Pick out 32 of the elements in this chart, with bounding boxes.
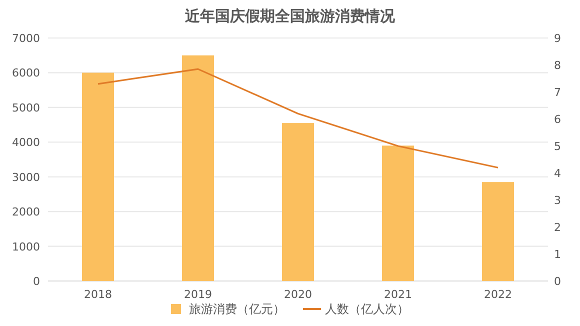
y2-tick-label: 2 bbox=[554, 221, 561, 234]
y-tick-label: 4000 bbox=[12, 136, 40, 150]
y-tick-label: 2000 bbox=[12, 206, 40, 219]
y-tick-label: 0 bbox=[33, 275, 40, 288]
bar bbox=[482, 182, 514, 281]
y-tick-label: 6000 bbox=[12, 66, 40, 80]
bar bbox=[182, 55, 214, 281]
x-tick-label: 2022 bbox=[484, 288, 512, 301]
y2-tick-label: 9 bbox=[554, 32, 561, 45]
y2-tick-label: 8 bbox=[554, 59, 561, 72]
y-tick-label: 7000 bbox=[12, 32, 40, 45]
legend-label: 旅游消费（亿元） bbox=[189, 302, 285, 316]
bar bbox=[382, 146, 414, 281]
bar bbox=[82, 72, 114, 281]
x-tick-label: 2020 bbox=[284, 288, 312, 301]
y2-tick-label: 4 bbox=[554, 167, 561, 180]
y-tick-label: 5000 bbox=[12, 101, 40, 114]
chart-title: 近年国庆假期全国旅游消费情况 bbox=[184, 7, 396, 25]
y2-tick-label: 5 bbox=[554, 140, 561, 153]
y-tick-label: 3000 bbox=[12, 170, 40, 184]
y2-tick-label: 0 bbox=[554, 275, 561, 288]
x-tick-label: 2018 bbox=[84, 288, 112, 301]
y2-tick-label: 6 bbox=[554, 113, 561, 126]
x-tick-label: 2019 bbox=[184, 288, 212, 301]
y2-tick-label: 1 bbox=[554, 248, 561, 261]
line-series bbox=[97, 68, 499, 168]
x-tick-label: 2021 bbox=[384, 288, 412, 301]
y2-tick-label: 3 bbox=[554, 194, 561, 207]
bar bbox=[282, 123, 314, 281]
y2-tick-label: 7 bbox=[554, 86, 561, 99]
y-tick-label: 1000 bbox=[12, 240, 40, 254]
legend-label: 人数（亿人次） bbox=[325, 302, 409, 316]
